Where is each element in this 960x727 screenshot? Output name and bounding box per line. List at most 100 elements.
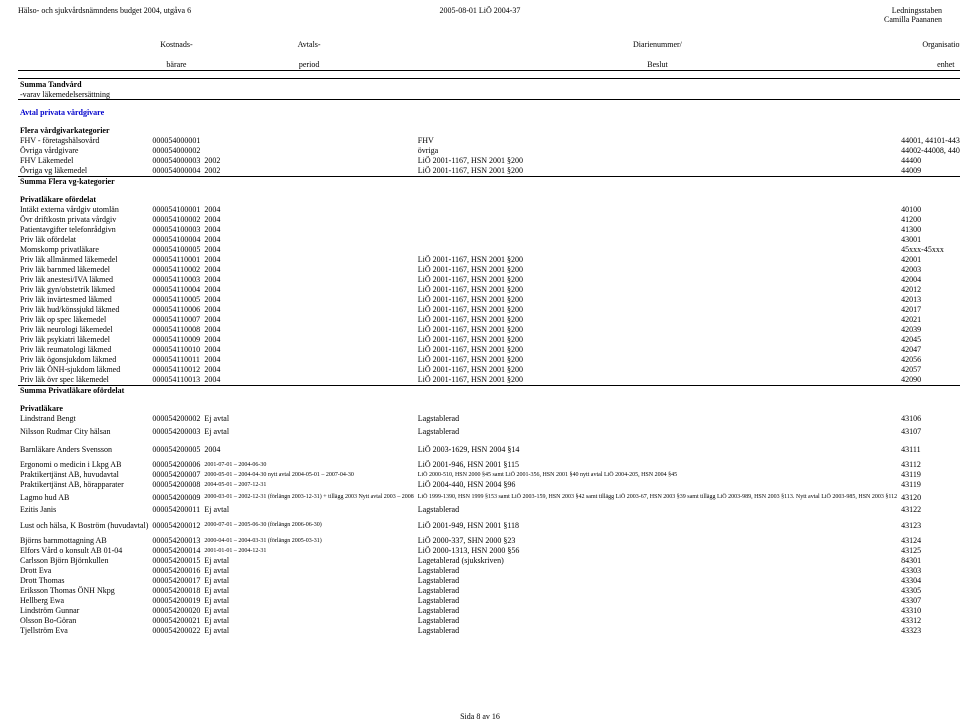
row-oe: 43305 — [899, 586, 960, 596]
row-db: Lagstablerad — [416, 596, 899, 606]
row-ap: 2004 — [202, 295, 415, 305]
row-oe: 43119 — [899, 480, 960, 490]
row-ap: Ej avtal — [202, 586, 415, 596]
row-kb: 000054000002 — [150, 146, 202, 156]
privatlakare-row: Lust och hälsa, K Boström (huvudavtal)00… — [18, 515, 960, 536]
row-kb: 000054000003 — [150, 156, 202, 166]
priv-oford-row: Priv läk gyn/obstetrik läkmed00005411000… — [18, 285, 960, 295]
row-db: Lagstablerad — [416, 586, 899, 596]
row-oe: 44009 — [899, 166, 960, 177]
row-ap: 2004 — [202, 305, 415, 315]
col-db-1: Diarienummer/ — [416, 30, 899, 50]
row-oe: 84301 — [899, 556, 960, 566]
e — [202, 79, 415, 90]
row-db: Lagstablerad — [416, 626, 899, 636]
header-right-2: Camilla Paananen — [884, 15, 942, 24]
row-ap: 2000-07-01 – 2005-06-30 (förlängn 2006-0… — [202, 515, 415, 536]
row-db: LiÖ 2001-1167, HSN 2001 §200 — [416, 315, 899, 325]
varav: -varav läkemedelsersättning — [18, 89, 150, 100]
row-db: LiÖ 2001-1167, HSN 2001 §200 — [416, 255, 899, 265]
row-db: LiÖ 2001-949, HSN 2001 §118 — [416, 515, 899, 536]
summa-label: Summa Privatläkare ofördelat — [18, 385, 150, 396]
row-kb: 000054200005 — [150, 439, 202, 460]
row-kb: 000054200014 — [150, 546, 202, 556]
section-title: Privatläkare — [18, 404, 960, 414]
row-kb: 000054200022 — [150, 626, 202, 636]
row-ap: 2004 — [202, 255, 415, 265]
row-db: LiÖ 2001-1167, HSN 2001 §200 — [416, 335, 899, 345]
row-ap: 2004 — [202, 275, 415, 285]
row-ap: 2004 — [202, 235, 415, 245]
priv-oford-row: Priv läk allmänmed läkemedel000054110001… — [18, 255, 960, 265]
row-name: Intäkt externa vårdgiv utomlän — [18, 205, 150, 215]
row-name: Barnläkare Anders Svensson — [18, 439, 150, 460]
privatlakare-row: Lagmo hud AB0000542000092000-03-01 – 200… — [18, 490, 960, 505]
row-db: Lagstablerad — [416, 424, 899, 439]
row-oe: 43125 — [899, 546, 960, 556]
row-ap: 2002 — [202, 166, 415, 177]
row-oe: 43106 — [899, 414, 960, 424]
row-name: Praktikertjänst AB, huvudavtal — [18, 470, 150, 480]
row-oe: 42090 — [899, 375, 960, 386]
row-kb: 000054110006 — [150, 305, 202, 315]
row-db — [416, 225, 899, 235]
row-db: Lagstablerad — [416, 505, 899, 515]
flera-row: FHV Läkemedel0000540000032002LiÖ 2001-11… — [18, 156, 960, 166]
row-oe: 43111 — [899, 439, 960, 460]
col-kb-1: Kostnads- — [150, 30, 202, 50]
row-ap: 2004 — [202, 439, 415, 460]
row-oe: 42047 — [899, 345, 960, 355]
row-oe: 43112 — [899, 460, 960, 470]
row-kb: 000054200002 — [150, 414, 202, 424]
row-kb: 000054100004 — [150, 235, 202, 245]
row-kb: 000054200012 — [150, 515, 202, 536]
flera-row: FHV - företagshälsovård000054000001FHV44… — [18, 136, 960, 146]
section-title: Privatläkare ofördelat — [18, 195, 960, 205]
row-name: Priv läk gyn/obstetrik läkmed — [18, 285, 150, 295]
row-ap: 2004 — [202, 205, 415, 215]
row-kb: 000054200007 — [150, 470, 202, 480]
row-ap: 2004 — [202, 215, 415, 225]
row-name: Priv läk op spec läkemedel — [18, 315, 150, 325]
row-kb: 000054200013 — [150, 536, 202, 546]
row-name: Priv läk hud/könssjukd läkmed — [18, 305, 150, 315]
col-oe-2: enhet — [899, 50, 960, 71]
row-kb: 000054200018 — [150, 586, 202, 596]
row-ap: Ej avtal — [202, 576, 415, 586]
row-name: FHV Läkemedel — [18, 156, 150, 166]
row-oe: 43310 — [899, 606, 960, 616]
row-kb: 000054110013 — [150, 375, 202, 386]
row-oe: 43307 — [899, 596, 960, 606]
row-oe: 40100 — [899, 205, 960, 215]
row-ap — [202, 136, 415, 146]
row-db: Lagstablerad — [416, 616, 899, 626]
row-oe: 41300 — [899, 225, 960, 235]
row-db — [416, 235, 899, 245]
row-db: Lagstablerad — [416, 576, 899, 586]
row-oe: 43124 — [899, 536, 960, 546]
priv-oford-row: Priv läk op spec läkemedel00005411000720… — [18, 315, 960, 325]
empty — [150, 176, 202, 187]
row-kb: 000054000004 — [150, 166, 202, 177]
e — [202, 89, 415, 100]
row-oe: 42004 — [899, 275, 960, 285]
privatlakare-row: Björns barnmottagning AB0000542000132000… — [18, 536, 960, 546]
row-db: Lagetablerad (sjukskriven) — [416, 556, 899, 566]
col-db-2: Beslut — [416, 50, 899, 71]
row-kb: 000054200003 — [150, 424, 202, 439]
row-ap: 2004-05-01 – 2007-12-31 — [202, 480, 415, 490]
row-db: LiÖ 2001-1167, HSN 2001 §200 — [416, 295, 899, 305]
row-name: Priv läk allmänmed läkemedel — [18, 255, 150, 265]
row-kb: 000054110005 — [150, 295, 202, 305]
privatlakare-row: Drott Eva000054200016Ej avtalLagstablera… — [18, 566, 960, 576]
privatlakare-row: Lindstrand Bengt000054200002Ej avtalLags… — [18, 414, 960, 424]
row-ap: Ej avtal — [202, 566, 415, 576]
row-name: Praktikertjänst AB, hörapparater — [18, 480, 150, 490]
row-name: Elfors Vård o konsult AB 01-04 — [18, 546, 150, 556]
row-name: Priv läk ÖNH-sjukdom läkmed — [18, 365, 150, 375]
row-kb: 000054110004 — [150, 285, 202, 295]
col-ap-2: period — [202, 50, 415, 71]
privatlakare-row: Praktikertjänst AB, hörapparater00005420… — [18, 480, 960, 490]
row-db: LiÖ 2003-1629, HSN 2004 §14 — [416, 439, 899, 460]
row-kb: 000054200017 — [150, 576, 202, 586]
